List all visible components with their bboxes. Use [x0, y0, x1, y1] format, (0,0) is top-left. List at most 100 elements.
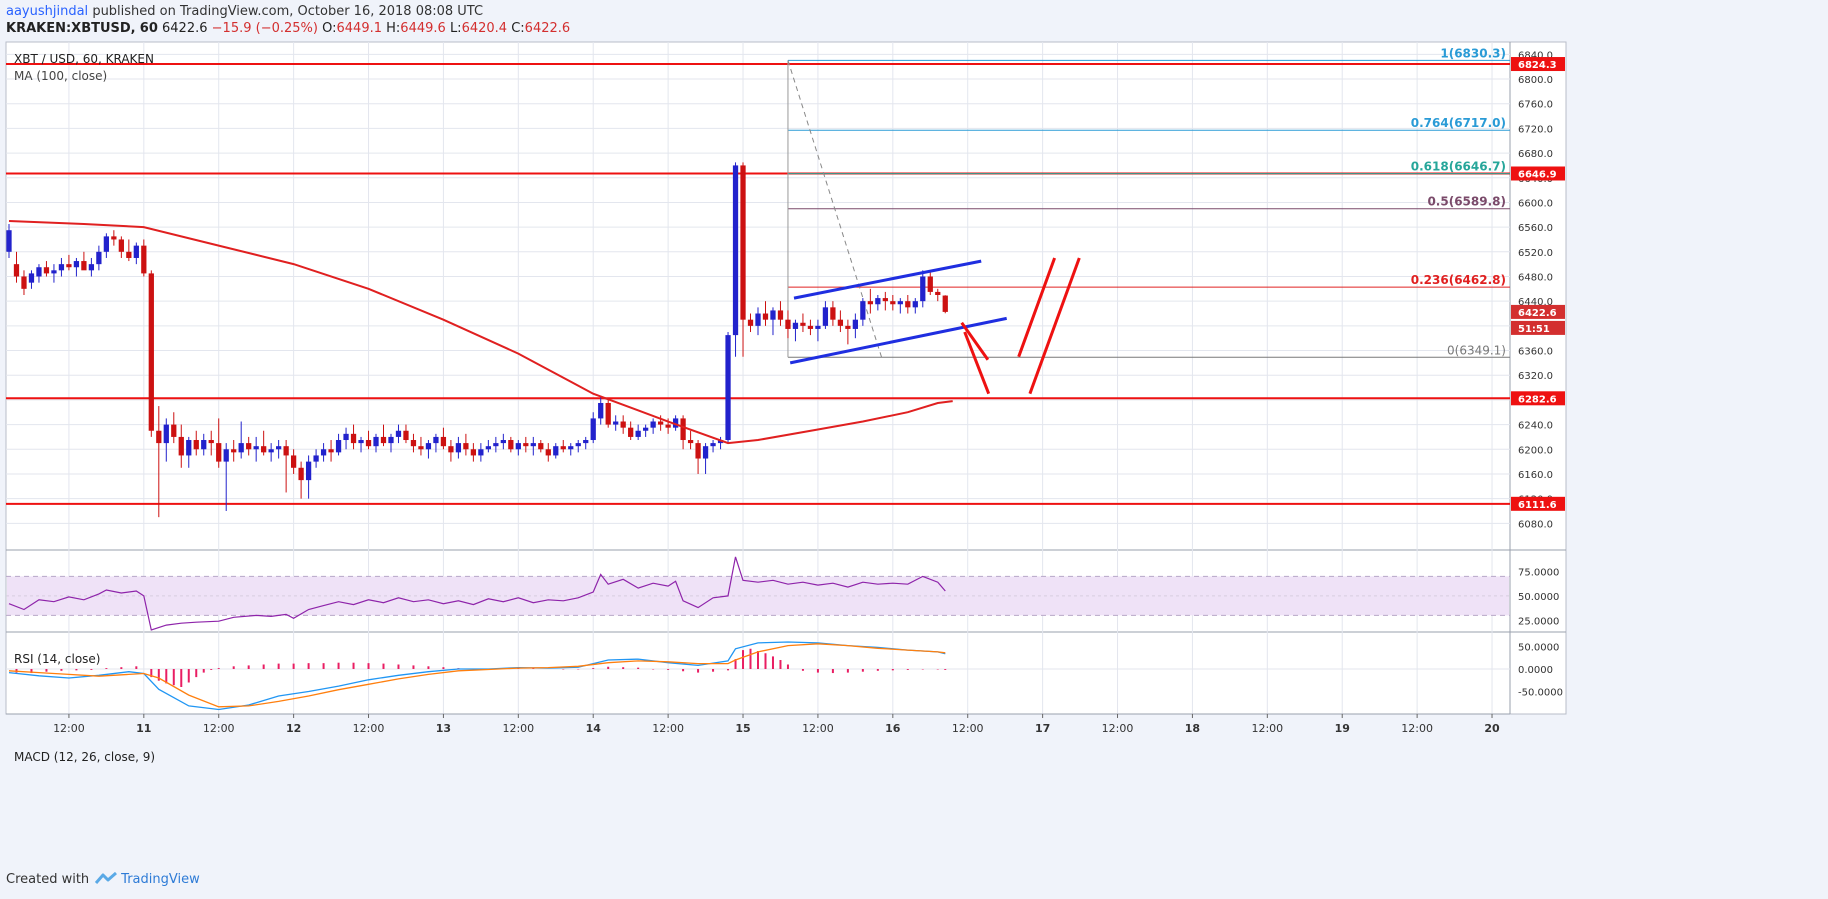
time-tick-label: 12: [286, 722, 301, 735]
candle-up: [268, 449, 274, 453]
low-value: 6420.4: [461, 21, 508, 36]
fib-level-label: 0.5(6589.8): [1427, 195, 1506, 209]
candle-up: [395, 430, 402, 437]
time-tick-label: 18: [1185, 722, 1200, 735]
time-tick-label: 12:00: [802, 722, 834, 735]
current-price-tag: 6422.6: [1518, 308, 1557, 319]
candle-up: [223, 449, 229, 462]
footer: Created with TradingView: [6, 872, 200, 887]
price-tick-label: 6200.0: [1518, 445, 1553, 456]
candle-down: [118, 239, 124, 252]
candle-down: [156, 430, 162, 444]
candle-up: [313, 455, 319, 462]
candle-down: [463, 443, 469, 450]
time-tick-label: 12:00: [1102, 722, 1134, 735]
macd-tick-label: -50.0000: [1518, 688, 1563, 699]
close-label: C:: [511, 21, 525, 36]
candle-down: [905, 301, 911, 308]
candle-up: [613, 421, 619, 425]
candle-down: [418, 446, 424, 450]
low-label: L:: [449, 21, 462, 36]
price-tick-label: 6320.0: [1518, 371, 1553, 382]
level-price-tag: 6111.6: [1518, 500, 1557, 511]
candle-down: [927, 276, 933, 292]
candle-up: [710, 443, 716, 447]
time-tick-label: 13: [436, 722, 451, 735]
candle-up: [920, 276, 926, 302]
candle-up: [343, 433, 349, 441]
candle-down: [13, 264, 20, 277]
candle-down: [777, 310, 784, 320]
candle-up: [770, 310, 776, 320]
candle-down: [605, 402, 611, 425]
candle-down: [942, 295, 948, 312]
candle-up: [725, 335, 731, 441]
price-tick-label: 6480.0: [1518, 272, 1553, 283]
price-tick-label: 6720.0: [1518, 124, 1553, 135]
candle-down: [890, 301, 896, 305]
last-price: 6422.6: [162, 21, 208, 36]
rsi-tick-label: 25.0000: [1518, 616, 1559, 627]
author-link[interactable]: aayushjindal: [6, 4, 89, 19]
price-tick-label: 6680.0: [1518, 149, 1553, 160]
candle-up: [6, 230, 12, 252]
candle-up: [358, 440, 364, 444]
candle-down: [448, 446, 454, 453]
time-tick-label: 16: [885, 722, 901, 735]
macd-signal-line: [8, 643, 946, 708]
candle-down: [171, 424, 177, 437]
ma-indicator-label: MA (100, close): [14, 69, 107, 83]
candle-up: [897, 301, 903, 305]
candle-down: [380, 436, 387, 444]
candle-up: [583, 440, 589, 444]
candle-down: [882, 298, 888, 302]
level-price-tag-bg: [1511, 57, 1565, 72]
candle-down: [66, 264, 72, 268]
time-tick-label: 12:00: [1251, 722, 1283, 735]
candle-up: [568, 446, 574, 450]
candle-down: [845, 325, 851, 329]
candle-down: [21, 276, 27, 289]
candle-up: [388, 436, 394, 444]
candle-down: [628, 427, 634, 437]
candle-up: [276, 446, 282, 450]
candle-down: [290, 455, 297, 468]
open-label: O:: [322, 21, 337, 36]
time-tick-label: 20: [1484, 722, 1500, 735]
candle-up: [253, 446, 259, 450]
time-tick-label: 12:00: [1401, 722, 1433, 735]
candle-up: [96, 251, 102, 265]
channel-trendline: [793, 259, 982, 300]
channel-trendline: [789, 316, 1008, 365]
candle-up: [530, 443, 536, 447]
fib-level-label: 1(6830.3): [1440, 46, 1506, 60]
candle-up: [455, 443, 462, 453]
candle-down: [350, 433, 357, 444]
candle-down: [126, 251, 132, 258]
candle-down: [246, 443, 252, 450]
macd-label: MACD (12, 26, close, 9): [14, 750, 155, 764]
candle-up: [650, 421, 656, 428]
level-price-tag-bg: [1511, 391, 1565, 406]
macd-tick-label: 50.0000: [1518, 643, 1559, 654]
ma-100-line: [8, 220, 953, 445]
candle-up: [373, 436, 379, 447]
candle-up: [575, 443, 581, 447]
time-tick-label: 12:00: [203, 722, 235, 735]
candle-down: [800, 322, 806, 326]
symbol-name[interactable]: KRAKEN:XBTUSD,: [6, 21, 136, 36]
candle-up: [305, 461, 312, 481]
countdown-bg: [1511, 320, 1565, 335]
candle-down: [523, 443, 529, 447]
candle-up: [478, 449, 484, 456]
candle-down: [657, 421, 664, 425]
tradingview-brand[interactable]: TradingView: [121, 872, 200, 887]
price-tick-label: 6520.0: [1518, 248, 1553, 259]
price-tick-label: 6800.0: [1518, 75, 1553, 86]
candle-up: [36, 267, 42, 277]
candle-up: [598, 402, 604, 419]
time-tick-label: 15: [735, 722, 750, 735]
candle-down: [141, 245, 147, 274]
candle-up: [815, 325, 821, 329]
